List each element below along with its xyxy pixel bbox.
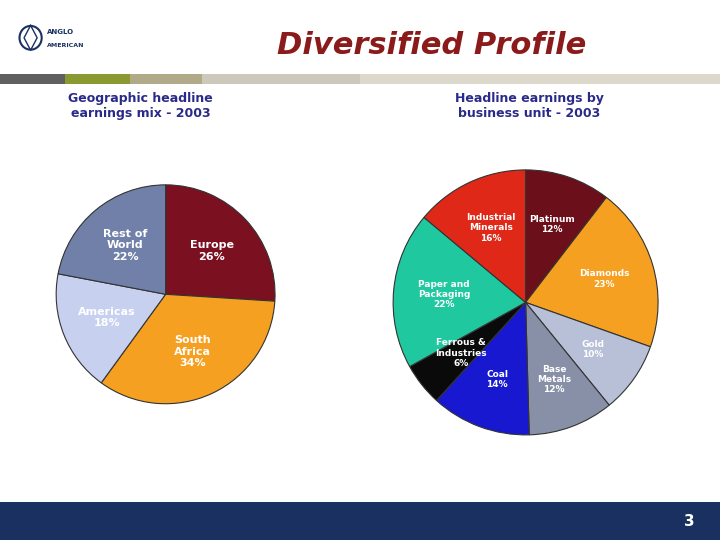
Wedge shape — [410, 302, 526, 401]
Wedge shape — [58, 185, 166, 294]
Wedge shape — [526, 302, 650, 405]
Text: Europe
26%: Europe 26% — [190, 240, 234, 262]
Text: Ferrous &
Industries
6%: Ferrous & Industries 6% — [436, 339, 487, 368]
Wedge shape — [526, 302, 609, 435]
Text: ANGLO: ANGLO — [48, 29, 74, 36]
Text: Diversified Profile: Diversified Profile — [277, 31, 587, 60]
Wedge shape — [526, 198, 658, 347]
Text: Industrial
Minerals
16%: Industrial Minerals 16% — [466, 213, 516, 243]
Text: Base
Metals
12%: Base Metals 12% — [537, 364, 571, 394]
Text: Headline earnings by
business unit - 2003: Headline earnings by business unit - 200… — [455, 92, 603, 120]
Wedge shape — [56, 274, 166, 383]
Wedge shape — [393, 218, 526, 367]
Wedge shape — [526, 170, 606, 302]
Text: Geographic headline
earnings mix - 2003: Geographic headline earnings mix - 2003 — [68, 92, 213, 120]
Text: South
Africa
34%: South Africa 34% — [174, 335, 211, 368]
Wedge shape — [102, 294, 275, 404]
Text: AMERICAN: AMERICAN — [48, 43, 85, 49]
Wedge shape — [166, 185, 275, 301]
Text: Paper and
Packaging
22%: Paper and Packaging 22% — [418, 280, 470, 309]
Text: Americas
18%: Americas 18% — [78, 307, 135, 328]
Text: Gold
10%: Gold 10% — [581, 340, 604, 360]
Text: Diamonds
23%: Diamonds 23% — [579, 269, 629, 289]
Text: Platinum
12%: Platinum 12% — [529, 215, 575, 234]
Text: 3: 3 — [684, 514, 695, 529]
Text: Rest of
World
22%: Rest of World 22% — [103, 229, 148, 262]
Text: Coal
14%: Coal 14% — [486, 370, 508, 389]
Wedge shape — [424, 170, 526, 302]
Wedge shape — [436, 302, 529, 435]
